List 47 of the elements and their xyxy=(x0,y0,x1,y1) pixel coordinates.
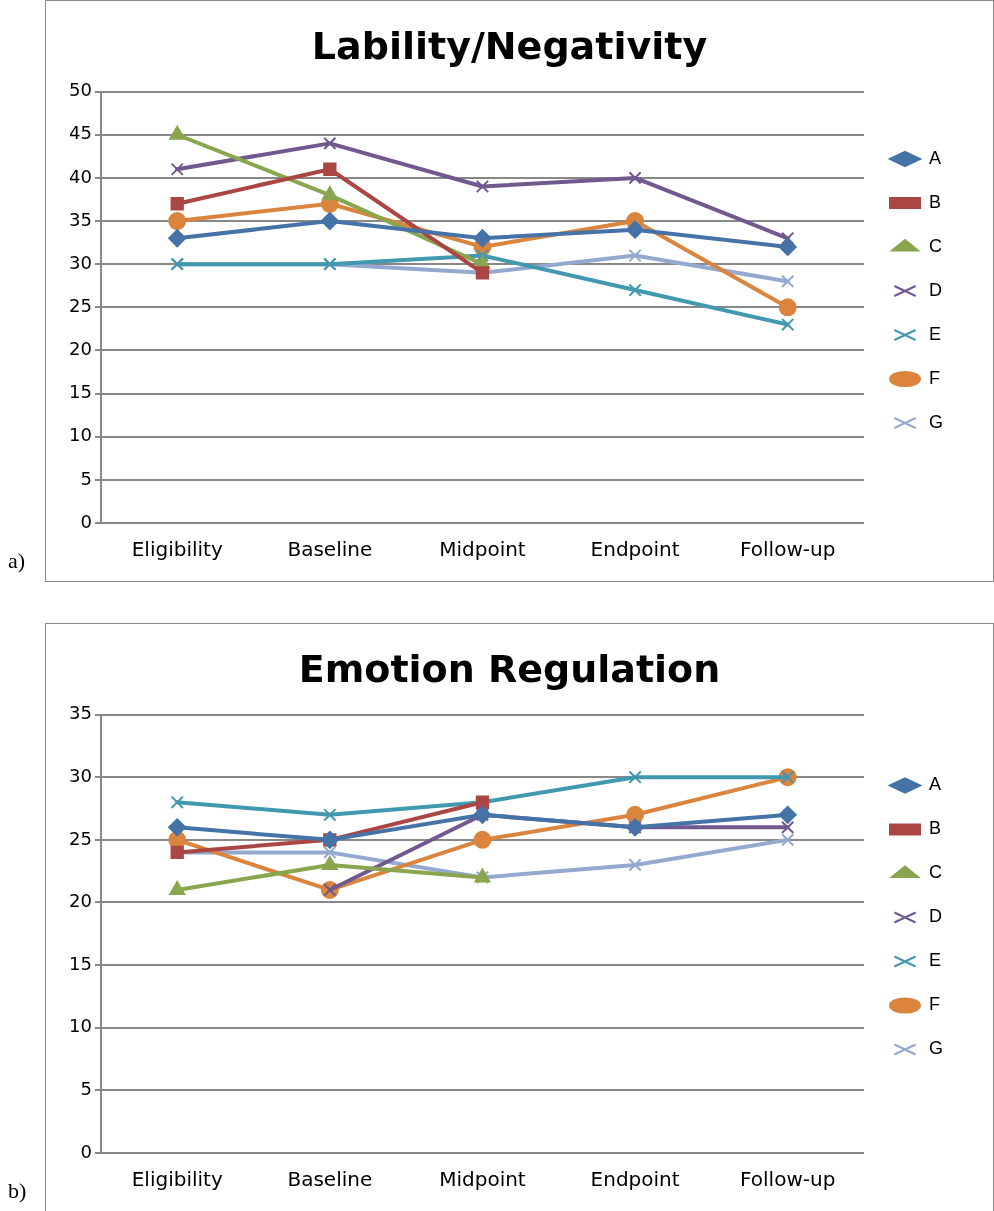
x-tick-label: Midpoint xyxy=(439,537,526,562)
x-tick-label: Eligibility xyxy=(131,537,223,562)
chart-title: Lability/Negativity xyxy=(311,23,708,68)
text: b) xyxy=(8,1178,27,1204)
x-tick-label: Endpoint xyxy=(590,1167,680,1192)
y-tick-label: 0 xyxy=(80,1140,92,1162)
x-tick-label: Endpoint xyxy=(590,537,680,562)
legend-label: B xyxy=(929,818,942,839)
legend-label: A xyxy=(929,147,942,168)
chart-title: Emotion Regulation xyxy=(298,646,721,691)
legend-label: C xyxy=(929,235,942,256)
legend-label: E xyxy=(929,950,942,971)
legend-label: F xyxy=(929,994,940,1015)
y-tick-label: 35 xyxy=(69,208,92,230)
x-tick-label: Baseline xyxy=(287,1167,373,1192)
legend-label: F xyxy=(929,367,940,388)
legend-label: E xyxy=(929,323,942,344)
y-tick-label: 30 xyxy=(69,764,92,786)
y-tick-label: 25 xyxy=(69,294,92,316)
legend-label: G xyxy=(929,411,944,432)
x-tick-label: Baseline xyxy=(287,537,373,562)
y-tick-label: 5 xyxy=(80,467,92,489)
y-tick-label: 40 xyxy=(69,165,92,187)
x-tick-label: Follow-up xyxy=(740,1167,836,1192)
y-tick-label: 15 xyxy=(69,952,92,974)
y-tick-label: 5 xyxy=(80,1078,92,1100)
legend-label: B xyxy=(929,191,942,212)
y-tick-label: 35 xyxy=(69,702,92,724)
legend-label: D xyxy=(929,906,942,927)
y-tick-label: 50 xyxy=(69,79,92,101)
legend-label: A xyxy=(929,774,942,795)
text: a) xyxy=(8,548,26,574)
x-tick-label: Follow-up xyxy=(740,537,836,562)
y-tick-label: 15 xyxy=(69,381,92,403)
x-tick-label: Midpoint xyxy=(439,1167,526,1192)
x-tick-label: Eligibility xyxy=(131,1167,223,1192)
y-tick-label: 45 xyxy=(69,122,92,144)
y-tick-label: 10 xyxy=(69,424,92,446)
legend-label: D xyxy=(929,279,942,300)
y-tick-label: 25 xyxy=(69,827,92,849)
legend-label: G xyxy=(929,1038,944,1059)
legend-label: C xyxy=(929,862,942,883)
y-tick-label: 10 xyxy=(69,1015,92,1037)
y-tick-label: 30 xyxy=(69,251,92,273)
y-tick-label: 20 xyxy=(69,338,92,360)
y-tick-label: 20 xyxy=(69,890,92,912)
y-tick-label: 0 xyxy=(80,510,92,532)
